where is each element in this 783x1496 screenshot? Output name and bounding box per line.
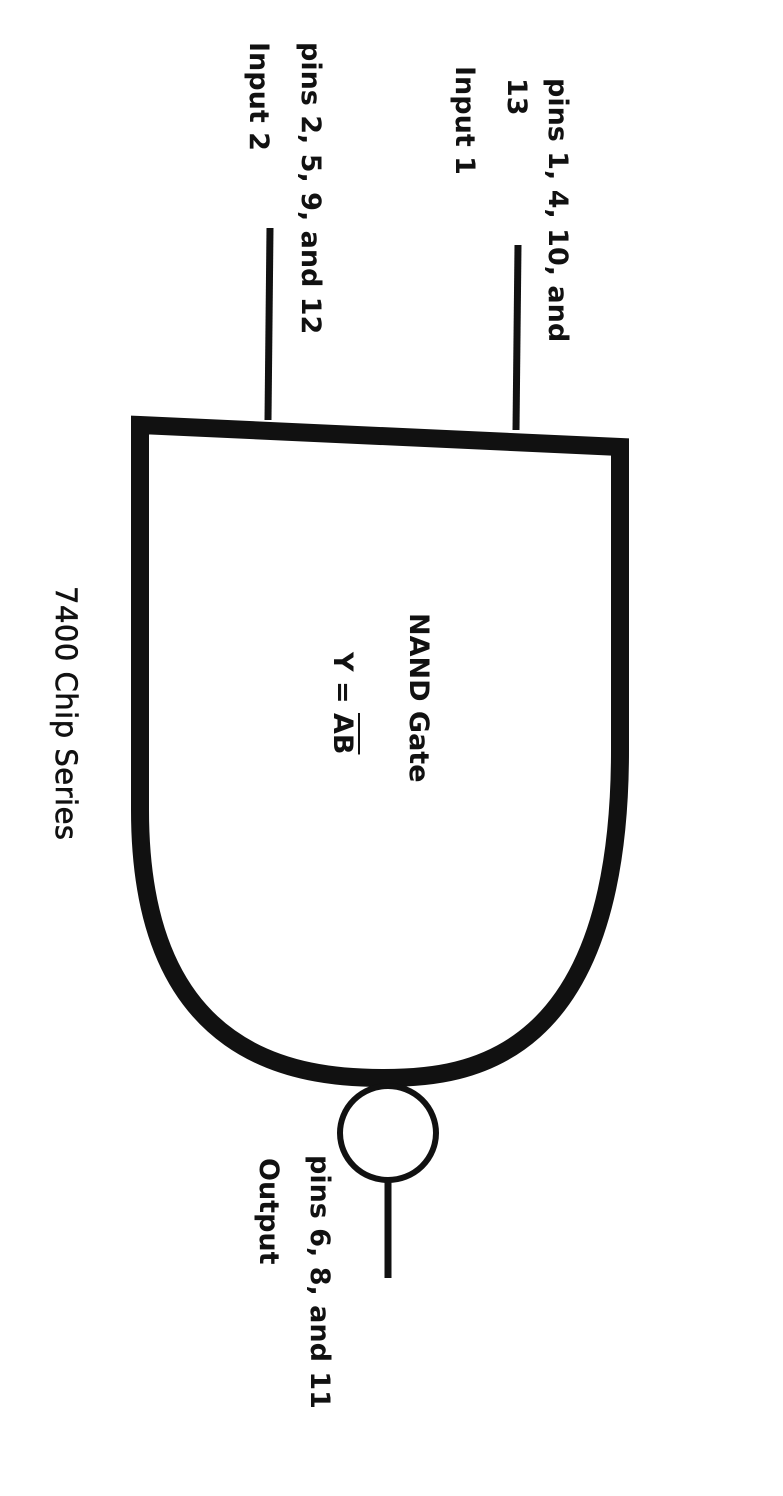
output-pins-label: pins 6, 8, and 11 <box>304 1155 335 1409</box>
input-1-pins-label-continued: 13 <box>501 78 532 116</box>
input-2-pins-label: pins 2, 5, 9, and 12 <box>295 42 326 335</box>
input-2-lead <box>264 227 274 421</box>
gate-equation-label: Y = AB <box>327 652 358 755</box>
equation-prefix: Y = <box>327 652 358 713</box>
nand-gate-body <box>131 415 629 1088</box>
chip-series-caption: 7400 Chip Series <box>49 586 84 841</box>
input-1-lead <box>512 244 522 431</box>
inversion-bubble <box>337 1083 439 1183</box>
equation-overbar-term: AB <box>327 712 358 755</box>
input-1-label: Input 1 <box>449 66 480 175</box>
output-label: Output <box>253 1158 284 1265</box>
input-2-label: Input 2 <box>243 42 274 151</box>
input-1-pins-label: pins 1, 4, 10, and <box>542 78 573 343</box>
gate-name-label: NAND Gate <box>403 613 434 783</box>
